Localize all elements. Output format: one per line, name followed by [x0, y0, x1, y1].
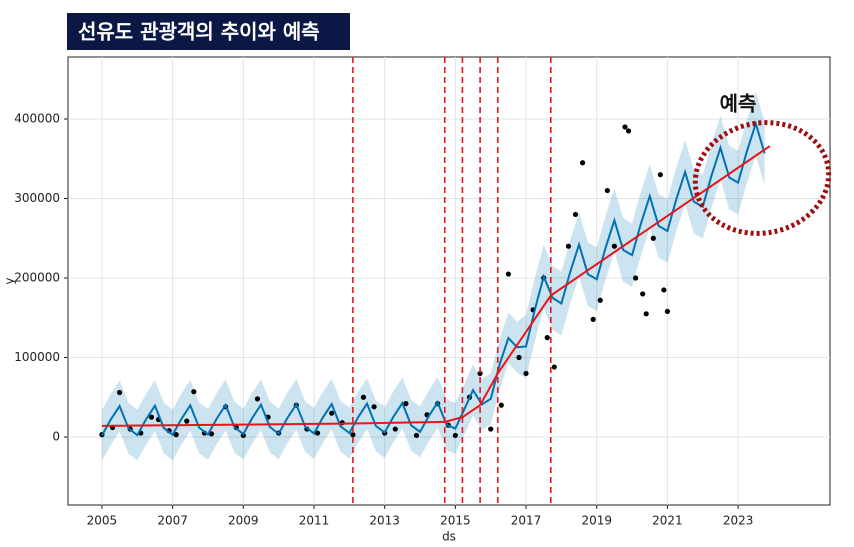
plot: [68, 57, 830, 505]
title-banner: [67, 13, 350, 50]
observed-point: [173, 432, 179, 438]
observed-point: [516, 354, 522, 361]
observed-point: [650, 235, 656, 241]
x-tick-label: 2023: [723, 514, 754, 528]
observed-point: [565, 243, 572, 249]
uncertainty-band: [101, 91, 765, 461]
observed-point: [597, 297, 603, 303]
observed-point: [579, 160, 586, 166]
observed-point: [392, 426, 398, 432]
observed-point: [477, 370, 483, 377]
chart-title: 선유도 관광객의 추이와 예측: [78, 20, 320, 44]
y-tick-label: 200000: [14, 271, 60, 285]
y-tick-label: 100000: [14, 350, 60, 364]
observed-point: [371, 404, 377, 410]
observed-point: [622, 124, 628, 130]
observed-point: [360, 394, 367, 400]
observed-point: [572, 211, 579, 218]
observed-point: [590, 316, 596, 322]
x-tick-label: 2021: [652, 514, 683, 528]
observed-point: [498, 402, 504, 408]
observed-point: [208, 431, 215, 437]
x-axis-label: ds: [442, 530, 456, 544]
x-tick-label: 2019: [581, 514, 612, 528]
forecast-line: [101, 120, 766, 437]
observed-point: [191, 389, 197, 395]
x-tick-label: 2007: [157, 514, 188, 528]
observed-point: [544, 335, 550, 341]
observed-point: [488, 426, 494, 432]
observed-point: [643, 311, 649, 317]
y-tick-label: 0: [52, 430, 60, 444]
observed-point: [661, 287, 667, 293]
observed-point: [625, 128, 632, 134]
observed-point: [664, 308, 671, 315]
observed-point: [523, 370, 529, 377]
observed-point: [314, 430, 321, 436]
plot-area: [67, 56, 831, 506]
y-axis-label: y: [3, 277, 17, 284]
observed-point: [452, 432, 458, 439]
observed-point: [413, 432, 420, 439]
x-tick-label: 2017: [511, 514, 542, 528]
observed-point: [604, 187, 610, 194]
observed-point: [551, 364, 557, 370]
y-tick-label: 300000: [14, 191, 60, 205]
observed-point: [329, 410, 335, 416]
observed-point: [117, 389, 123, 396]
x-tick-label: 2011: [299, 514, 330, 528]
x-tick-label: 2015: [440, 514, 471, 528]
observed-point: [633, 275, 639, 281]
observed-point: [657, 172, 663, 178]
observed-point: [611, 243, 618, 249]
x-tick-label: 2005: [87, 514, 118, 528]
forecast-highlight: [692, 120, 832, 236]
observed-point: [640, 291, 646, 297]
annotation: 예측: [720, 92, 757, 116]
observed-point: [350, 432, 356, 438]
x-tick-label: 2013: [369, 514, 400, 528]
observed-point: [254, 396, 261, 402]
y-tick-label: 400000: [14, 112, 60, 126]
observed-point: [505, 271, 511, 277]
trend-line: [101, 145, 771, 427]
observed-point: [403, 401, 409, 407]
x-tick-label: 2009: [228, 514, 259, 528]
observed-point: [148, 414, 155, 420]
observed-point: [184, 418, 190, 424]
